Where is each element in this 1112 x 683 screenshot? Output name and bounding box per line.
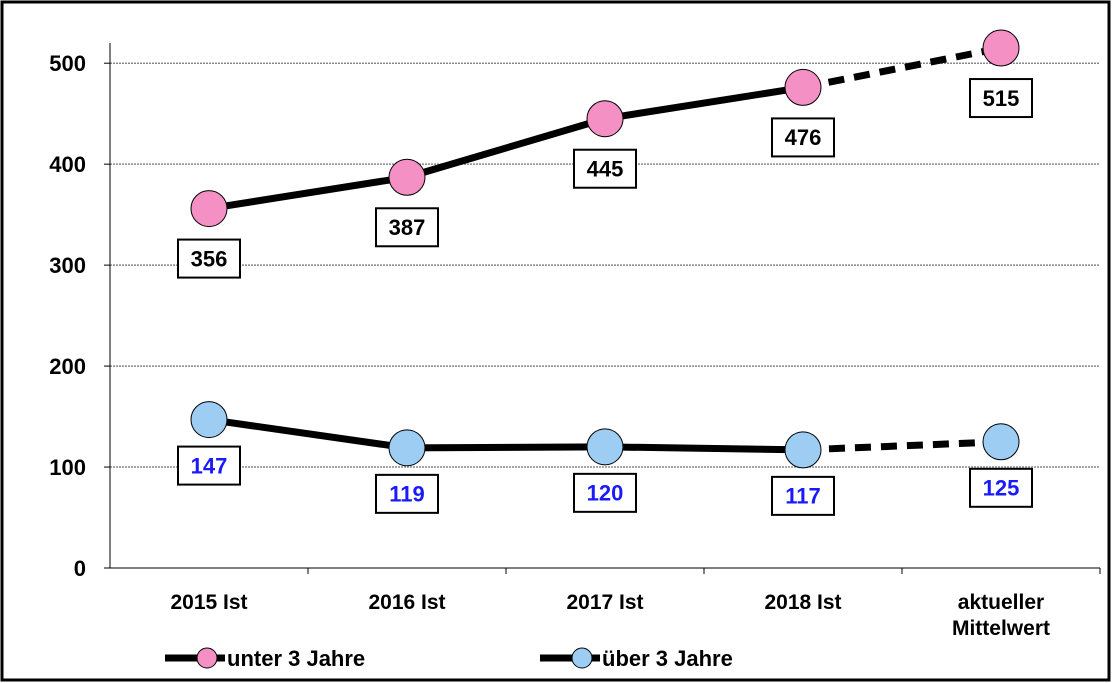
series-line-dashed bbox=[802, 438, 1002, 454]
value-label-box bbox=[573, 472, 637, 513]
series-line bbox=[208, 83, 804, 213]
marker bbox=[190, 401, 228, 439]
value-label-box bbox=[177, 445, 241, 486]
y-tick-label: 500 bbox=[49, 51, 86, 76]
value-label: 476 bbox=[785, 125, 822, 150]
marker bbox=[388, 429, 426, 467]
marker bbox=[982, 423, 1020, 461]
marker bbox=[586, 100, 624, 138]
marker bbox=[784, 431, 822, 469]
x-tick-label: aktueller Mittelwert bbox=[951, 591, 1050, 640]
value-label-box bbox=[771, 475, 835, 516]
value-label-box bbox=[771, 117, 835, 158]
value-label-box bbox=[573, 148, 637, 189]
series-line bbox=[208, 416, 804, 454]
marker bbox=[982, 29, 1020, 67]
value-label: 356 bbox=[191, 246, 228, 271]
value-label: 445 bbox=[587, 157, 624, 182]
value-label: 125 bbox=[983, 476, 1020, 501]
value-label-box bbox=[375, 473, 439, 514]
value-label: 120 bbox=[587, 481, 624, 506]
y-tick-label: 100 bbox=[49, 455, 86, 480]
legend-label: unter 3 Jahre bbox=[227, 646, 365, 671]
value-label: 387 bbox=[389, 215, 426, 240]
x-tick-label: 2015 Ist bbox=[170, 591, 248, 614]
value-label: 147 bbox=[191, 453, 228, 478]
marker bbox=[388, 158, 426, 196]
legend-marker bbox=[196, 647, 218, 669]
value-label-box bbox=[969, 467, 1033, 508]
value-label-box bbox=[375, 207, 439, 248]
series-line-dashed bbox=[802, 44, 1002, 91]
y-tick-label: 200 bbox=[49, 354, 86, 379]
x-tick-label: 2017 Ist bbox=[566, 591, 644, 614]
value-label-box bbox=[969, 78, 1033, 119]
x-tick-label: 2016 Ist bbox=[368, 591, 446, 614]
marker bbox=[586, 428, 624, 466]
y-tick-label: 0 bbox=[74, 556, 86, 581]
y-tick-label: 300 bbox=[49, 253, 86, 278]
legend-marker bbox=[571, 647, 593, 669]
marker bbox=[784, 68, 822, 106]
value-label-box bbox=[177, 238, 241, 279]
x-tick-label: 2018 Ist bbox=[764, 591, 842, 614]
value-label: 515 bbox=[983, 86, 1020, 111]
marker bbox=[190, 190, 228, 228]
y-tick-label: 400 bbox=[49, 152, 86, 177]
value-label: 117 bbox=[785, 484, 821, 509]
legend-label: über 3 Jahre bbox=[602, 646, 733, 671]
value-label: 119 bbox=[389, 482, 425, 507]
